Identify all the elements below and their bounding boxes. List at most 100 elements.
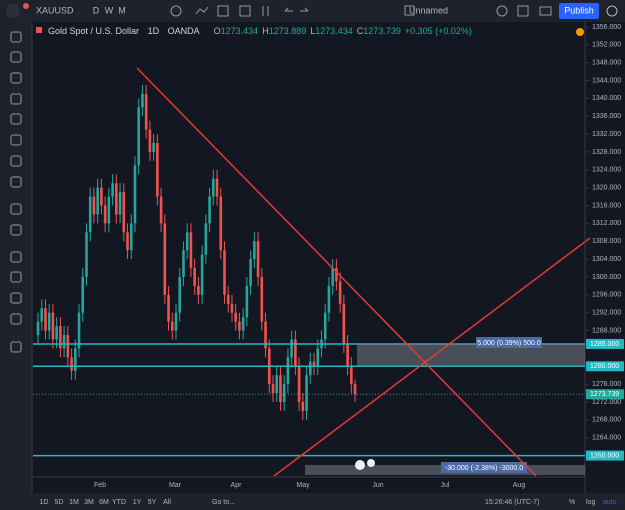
date-label: Aug: [513, 482, 526, 489]
layout-name[interactable]: Unnamed: [409, 5, 448, 15]
candle-body: [230, 303, 234, 313]
candle-body: [305, 375, 308, 411]
candle-body: [312, 361, 316, 367]
candle-body: [241, 317, 245, 331]
candle-body: [226, 294, 230, 304]
price-marker-label: 1285.000: [590, 341, 619, 348]
price-label: 1352.000: [592, 42, 621, 49]
candle-body: [163, 223, 167, 295]
tool-icon[interactable]: [10, 203, 22, 215]
range-button[interactable]: YTD: [112, 499, 126, 506]
publish-label[interactable]: Publish: [564, 5, 594, 15]
tool-icon[interactable]: [10, 31, 22, 43]
candle-body: [234, 312, 237, 322]
symbol[interactable]: XAUUSD: [36, 5, 74, 15]
ohlc-value: 1273.434: [315, 26, 353, 36]
candle-body: [223, 250, 226, 295]
candle-body: [55, 326, 58, 340]
tool-icon[interactable]: [10, 313, 22, 325]
range-button[interactable]: 5D: [55, 499, 64, 506]
price-marker-box: [586, 361, 624, 372]
ohlc-label: L: [310, 26, 315, 36]
interval-button[interactable]: D: [93, 5, 100, 15]
interval-button[interactable]: M: [118, 5, 126, 15]
range-button[interactable]: 1Y: [133, 499, 142, 506]
fullscreen-icon[interactable]: [517, 5, 529, 17]
top-toolbar: [0, 0, 625, 22]
candle-body: [350, 366, 353, 385]
candle-body: [335, 268, 338, 282]
redo-icon[interactable]: [300, 7, 309, 12]
instrument-name: Gold Spot / U.S. Dollar: [48, 26, 139, 36]
avatar[interactable]: [6, 4, 20, 18]
range-button[interactable]: 1M: [69, 499, 79, 506]
candle-body: [253, 241, 256, 260]
left-toolbar: [0, 22, 32, 510]
candle-body: [275, 375, 279, 394]
candle-body: [44, 308, 47, 331]
publish-button[interactable]: [559, 3, 599, 19]
tool-icon[interactable]: [10, 176, 22, 188]
scale-option[interactable]: %: [569, 499, 575, 506]
info-badge[interactable]: [576, 28, 584, 36]
candle-body: [316, 348, 320, 367]
drawing-tools: [10, 31, 22, 353]
candle-body: [167, 294, 170, 322]
tool-icon[interactable]: [10, 271, 22, 283]
range-button[interactable]: All: [163, 499, 171, 506]
candle-body: [66, 335, 70, 358]
interval-button[interactable]: W: [105, 5, 114, 15]
settings-icon[interactable]: [496, 5, 508, 17]
replay-icon[interactable]: [606, 5, 618, 17]
tool-icon[interactable]: [10, 155, 22, 167]
indicators-icon[interactable]: [217, 5, 229, 17]
tool-icon[interactable]: [10, 72, 22, 84]
price-label: 1336.000: [592, 113, 621, 120]
date-label: Jul: [441, 482, 450, 489]
goto-button[interactable]: Go to...: [212, 499, 235, 506]
tool-icon[interactable]: [10, 224, 22, 236]
candle-body: [137, 107, 141, 166]
add-icon[interactable]: [170, 5, 182, 17]
candle-body: [96, 187, 99, 215]
candle-body: [327, 285, 331, 313]
ohlc-value: 1273.889: [269, 26, 307, 36]
tool-icon[interactable]: [10, 113, 22, 125]
alert-icon[interactable]: [262, 6, 269, 16]
scale-option[interactable]: log: [586, 499, 595, 506]
bottom-bar: [32, 493, 625, 510]
layout-icon[interactable]: [404, 5, 415, 16]
event-icon: [355, 460, 365, 470]
candle-body: [323, 312, 327, 340]
candle-body: [286, 357, 290, 385]
candle-body: [159, 196, 163, 224]
range-label-box: [441, 462, 527, 473]
price-marker-box: [586, 450, 624, 461]
tool-icon[interactable]: [10, 292, 22, 304]
range-button[interactable]: 6M: [99, 499, 109, 506]
price-label: 1300.000: [592, 274, 621, 281]
range-button[interactable]: 1D: [40, 499, 49, 506]
candle-body: [133, 165, 137, 224]
candle-body: [294, 339, 297, 367]
trend-line: [136, 67, 537, 477]
ohlc-value: 1273.434: [221, 26, 259, 36]
range-button[interactable]: 3M: [84, 499, 94, 506]
candle-body: [156, 143, 159, 197]
undo-icon[interactable]: [284, 7, 293, 12]
tool-icon[interactable]: [10, 251, 22, 263]
compare-icon[interactable]: [195, 6, 209, 15]
price-label: 1312.000: [592, 220, 621, 227]
candle-body: [346, 343, 349, 367]
legend-interval[interactable]: 1D: [148, 26, 160, 36]
candle-body: [342, 303, 346, 344]
scale-option[interactable]: auto: [603, 499, 617, 506]
templates-icon[interactable]: [239, 5, 251, 17]
range-button[interactable]: 5Y: [148, 499, 157, 506]
tool-icon[interactable]: [10, 51, 22, 63]
price-marker-box: [586, 389, 624, 400]
tool-icon[interactable]: [10, 93, 22, 105]
tool-icon[interactable]: [10, 134, 22, 146]
snapshot-icon[interactable]: [539, 6, 552, 16]
tool-icon[interactable]: [10, 341, 22, 353]
